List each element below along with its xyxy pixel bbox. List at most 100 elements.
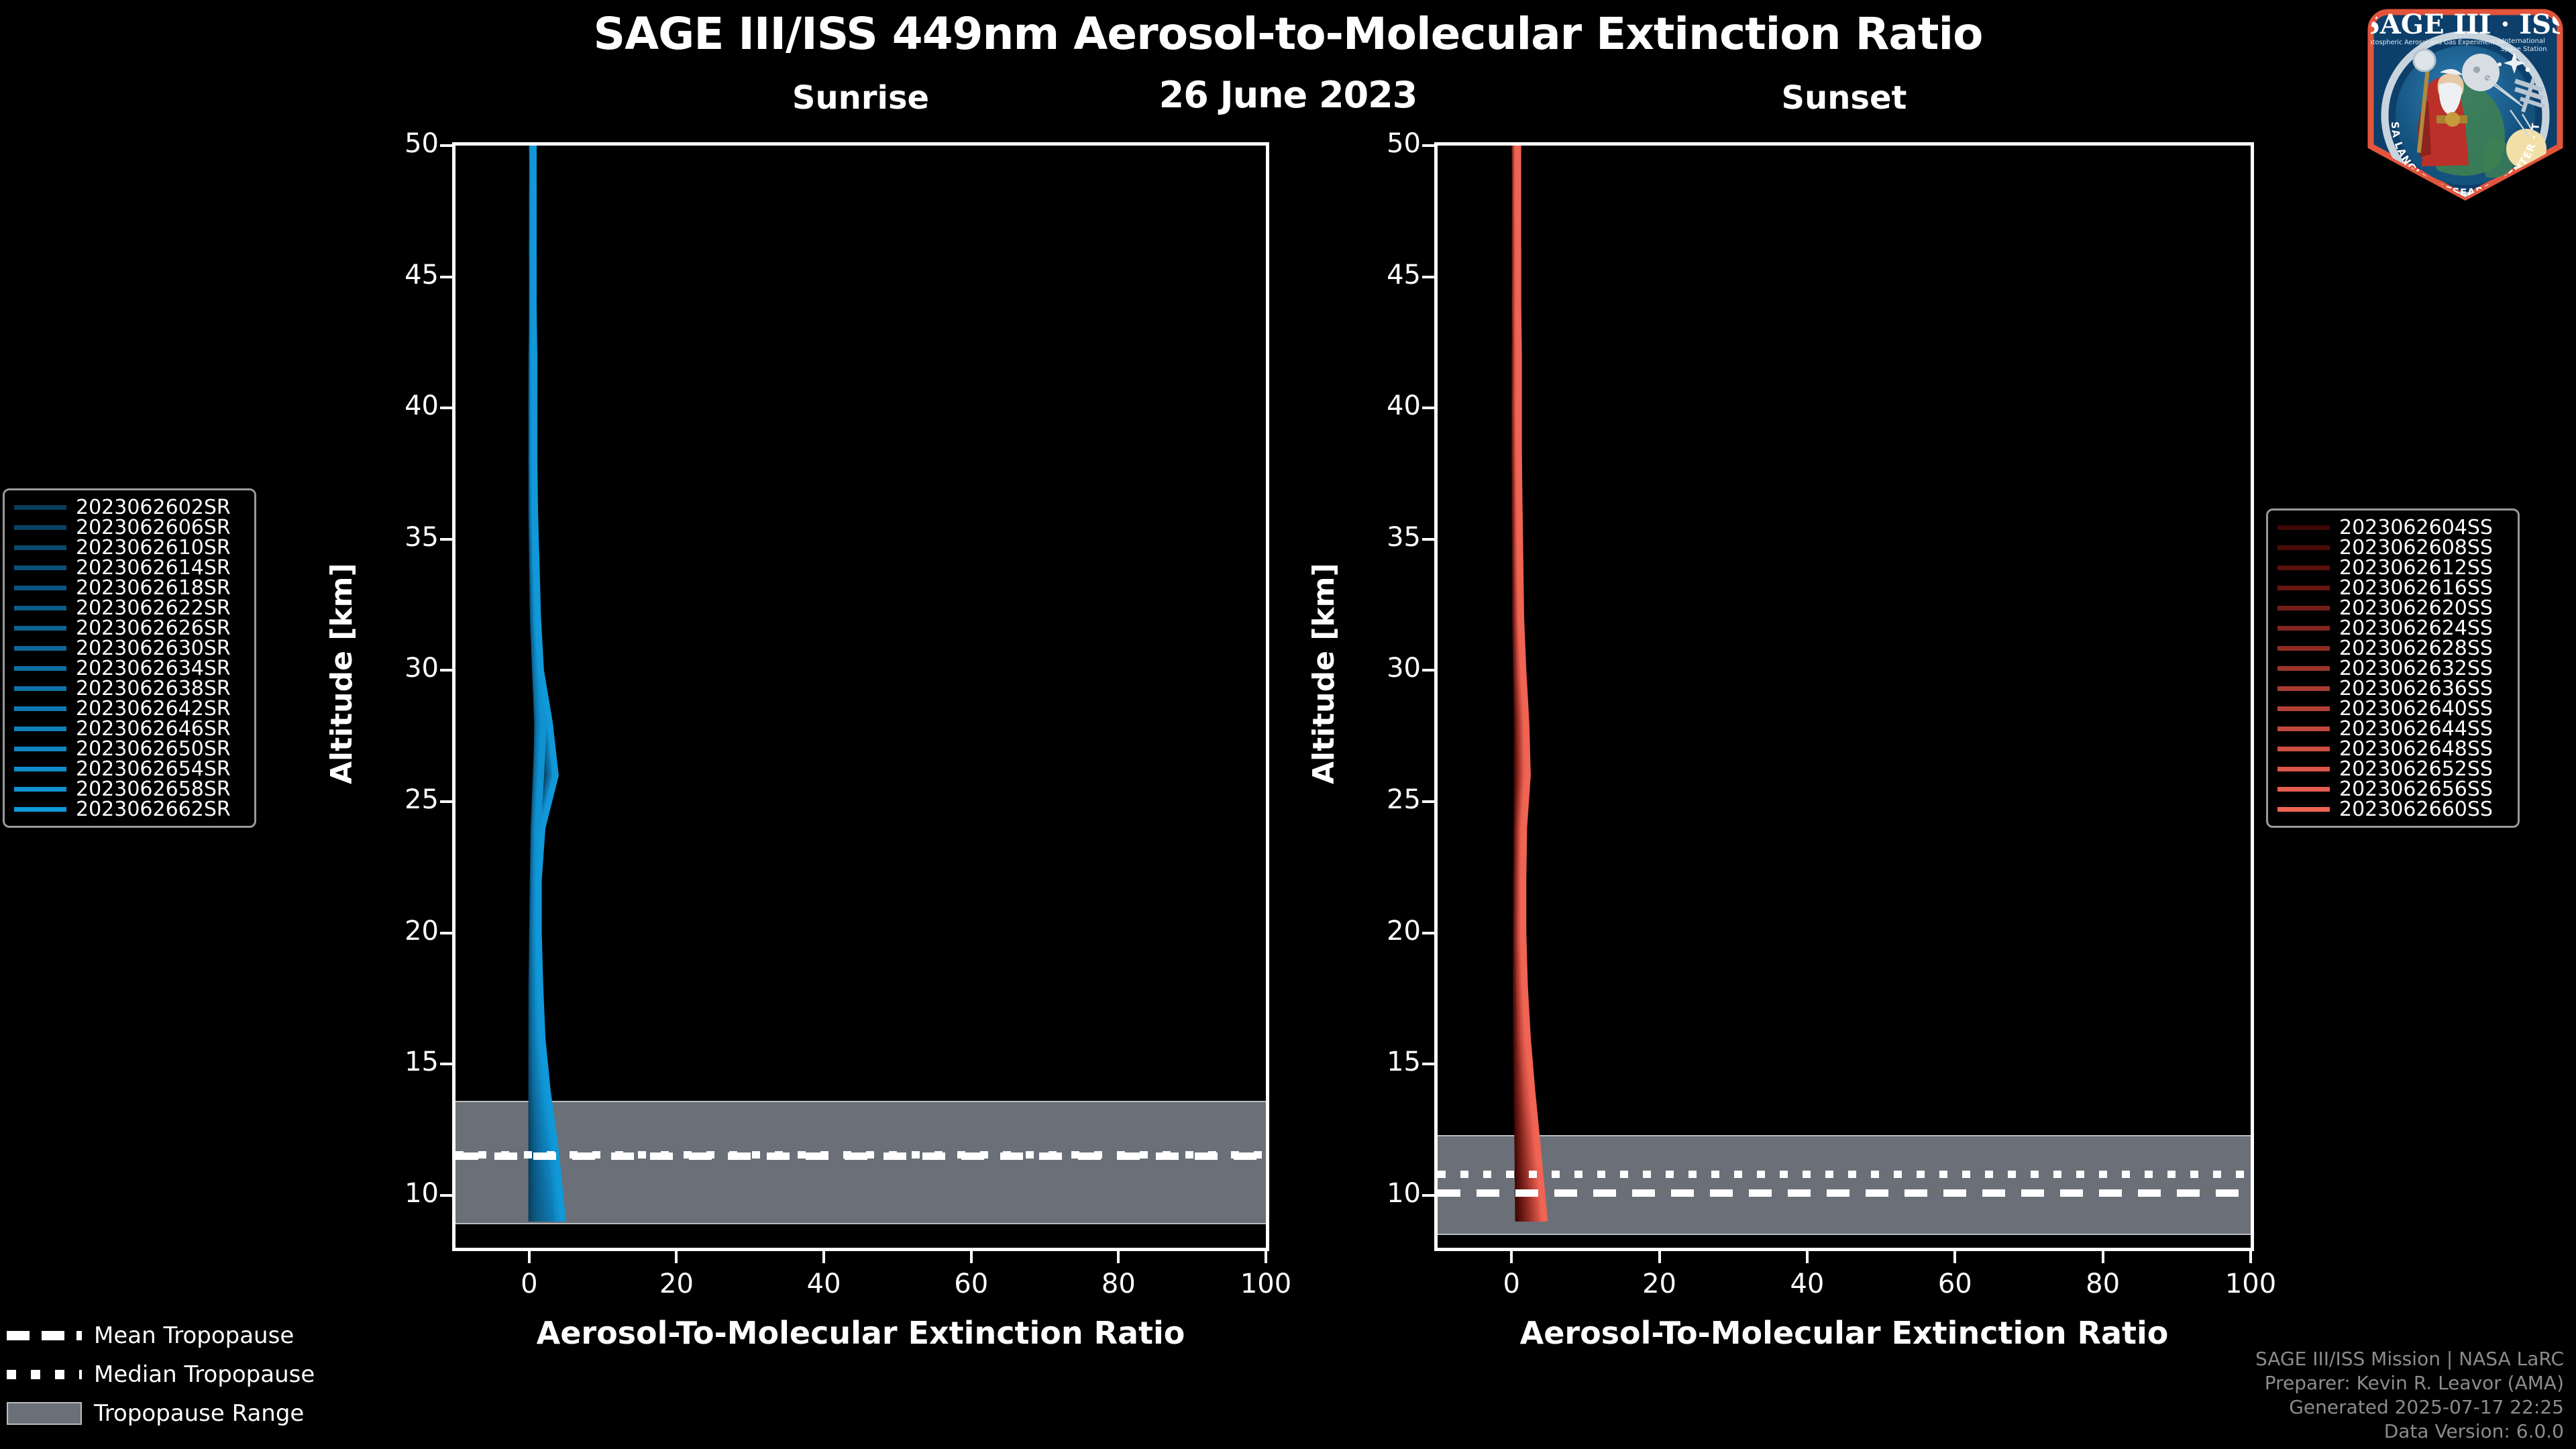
legend-color-swatch bbox=[14, 585, 66, 590]
x-tick-mark bbox=[1117, 1251, 1120, 1263]
legend-item[interactable]: 2023062658SR bbox=[14, 777, 245, 801]
legend-item[interactable]: 2023062640SS bbox=[2277, 696, 2508, 720]
date-subtitle: 26 June 2023 bbox=[1159, 74, 1418, 116]
sunset-mean-tropopause-line bbox=[1438, 1189, 2251, 1197]
legend-item[interactable]: 2023062662SR bbox=[14, 798, 245, 821]
y-tick-label: 40 bbox=[1387, 390, 1421, 422]
legend-color-swatch bbox=[14, 504, 66, 510]
legend-color-swatch bbox=[2277, 686, 2330, 691]
legend-color-swatch bbox=[14, 746, 66, 751]
y-tick-label: 45 bbox=[405, 259, 439, 290]
y-tick-mark bbox=[440, 537, 452, 541]
legend-item[interactable]: 2023062602SR bbox=[14, 496, 245, 519]
legend-item[interactable]: 2023062646SR bbox=[14, 716, 245, 741]
legend-item-label: 2023062630SR bbox=[76, 636, 231, 660]
sunrise-mean-tropopause-line bbox=[455, 1152, 1266, 1161]
legend-item[interactable]: 2023062660SS bbox=[2277, 798, 2508, 821]
legend-item[interactable]: 2023062616SS bbox=[2277, 576, 2508, 600]
legend-item[interactable]: 2023062634SR bbox=[14, 657, 245, 680]
credits-block: SAGE III/ISS Mission | NASA LaRC Preparer… bbox=[2255, 1347, 2564, 1444]
tropopause-legend-label: Tropopause Range bbox=[94, 1400, 305, 1427]
legend-item[interactable]: 2023062604SS bbox=[2277, 515, 2508, 539]
legend-item[interactable]: 2023062650SR bbox=[14, 737, 245, 761]
x-tick-label: 20 bbox=[659, 1269, 694, 1299]
legend-item[interactable]: 2023062630SR bbox=[14, 636, 245, 660]
tropopause-legend-swatch bbox=[7, 1402, 82, 1425]
legend-color-swatch bbox=[14, 786, 66, 792]
legend-item[interactable]: 2023062626SR bbox=[14, 616, 245, 640]
legend-item[interactable]: 2023062622SR bbox=[14, 596, 245, 620]
legend-color-swatch bbox=[14, 605, 66, 610]
legend-item[interactable]: 2023062624SS bbox=[2277, 616, 2508, 640]
y-tick-label: 10 bbox=[405, 1177, 439, 1209]
legend-item[interactable]: 2023062638SR bbox=[14, 677, 245, 700]
credit-line: Data Version: 6.0.0 bbox=[2383, 1420, 2564, 1442]
legend-color-swatch bbox=[14, 545, 66, 550]
x-tick-mark bbox=[1805, 1251, 1809, 1263]
legend-item[interactable]: 2023062612SS bbox=[2277, 556, 2508, 580]
y-tick-mark bbox=[440, 275, 452, 278]
legend-item[interactable]: 2023062656SS bbox=[2277, 777, 2508, 801]
legend-color-swatch bbox=[14, 645, 66, 651]
legend-item[interactable]: 2023062648SS bbox=[2277, 737, 2508, 761]
legend-color-swatch bbox=[14, 665, 66, 671]
x-tick-label: 0 bbox=[521, 1269, 538, 1299]
x-tick-label: 60 bbox=[954, 1269, 989, 1299]
y-tick-label: 35 bbox=[1387, 521, 1421, 553]
legend-color-swatch bbox=[2277, 625, 2330, 631]
legend-color-swatch bbox=[14, 565, 66, 570]
sunrise-y-axis-label: Altitude [km] bbox=[325, 562, 359, 784]
legend-item-label: 2023062648SS bbox=[2339, 737, 2493, 761]
legend-item[interactable]: 2023062654SR bbox=[14, 757, 245, 781]
legend-item[interactable]: 2023062642SR bbox=[14, 697, 245, 720]
legend-item-label: 2023062610SR bbox=[76, 535, 231, 559]
x-tick-label: 20 bbox=[1642, 1269, 1676, 1299]
legend-color-swatch bbox=[2277, 746, 2330, 751]
tropopause-legend-item: Tropopause Range bbox=[7, 1394, 356, 1433]
x-tick-label: 80 bbox=[1101, 1269, 1136, 1299]
x-tick-mark bbox=[1953, 1251, 1957, 1263]
y-tick-mark bbox=[1422, 407, 1434, 410]
series-line bbox=[1515, 146, 1548, 1222]
legend-color-swatch bbox=[2277, 605, 2330, 610]
y-tick-label: 50 bbox=[1387, 128, 1421, 159]
legend-item[interactable]: 2023062652SS bbox=[2277, 757, 2508, 781]
sunset-event-legend[interactable]: 2023062604SS 2023062608SS 2023062612SS 2023… bbox=[2266, 508, 2520, 828]
legend-item-label: 2023062622SR bbox=[76, 596, 231, 620]
legend-color-swatch bbox=[2277, 726, 2330, 731]
tropopause-legend-label: Mean Tropopause bbox=[94, 1322, 294, 1349]
sunrise-event-legend[interactable]: 2023062602SR 2023062606SR 2023062610SR 2023… bbox=[3, 488, 256, 828]
legend-item[interactable]: 2023062644SS bbox=[2277, 717, 2508, 741]
legend-item-label: 2023062614SR bbox=[76, 555, 231, 580]
y-tick-label: 10 bbox=[1387, 1177, 1421, 1209]
legend-item[interactable]: 2023062610SR bbox=[14, 535, 245, 559]
legend-item[interactable]: 2023062620SS bbox=[2277, 596, 2508, 620]
legend-item-label: 2023062652SS bbox=[2339, 757, 2493, 781]
svg-text:Stratospheric Aerosol and Gas: Stratospheric Aerosol and Gas Experiment… bbox=[2361, 39, 2503, 46]
legend-item[interactable]: 2023062632SS bbox=[2277, 657, 2508, 680]
sunset-median-tropopause-line bbox=[1438, 1171, 2251, 1179]
legend-color-swatch bbox=[14, 525, 66, 530]
legend-item[interactable]: 2023062618SR bbox=[14, 576, 245, 600]
legend-color-swatch bbox=[2277, 565, 2330, 570]
y-tick-label: 30 bbox=[1387, 653, 1421, 684]
legend-color-swatch bbox=[2277, 665, 2330, 671]
legend-item[interactable]: 2023062628SS bbox=[2277, 637, 2508, 660]
legend-item-label: 2023062640SS bbox=[2339, 696, 2493, 720]
legend-item[interactable]: 2023062614SR bbox=[14, 555, 245, 580]
y-tick-mark bbox=[1422, 144, 1434, 147]
y-tick-mark bbox=[440, 669, 452, 672]
legend-item-label: 2023062604SS bbox=[2339, 515, 2493, 539]
credit-line: Generated 2025-07-17 22:25 bbox=[2289, 1396, 2564, 1418]
legend-item[interactable]: 2023062606SR bbox=[14, 516, 245, 539]
legend-color-swatch bbox=[14, 625, 66, 631]
legend-item[interactable]: 2023062636SS bbox=[2277, 677, 2508, 700]
x-tick-label: 100 bbox=[1240, 1269, 1292, 1299]
x-tick-mark bbox=[2101, 1251, 2104, 1263]
legend-item-label: 2023062646SR bbox=[76, 716, 231, 741]
svg-text:SAGE III · ISS: SAGE III · ISS bbox=[2361, 9, 2569, 40]
legend-item[interactable]: 2023062608SS bbox=[2277, 536, 2508, 559]
y-tick-mark bbox=[1422, 931, 1434, 934]
y-tick-label: 25 bbox=[1387, 784, 1421, 815]
